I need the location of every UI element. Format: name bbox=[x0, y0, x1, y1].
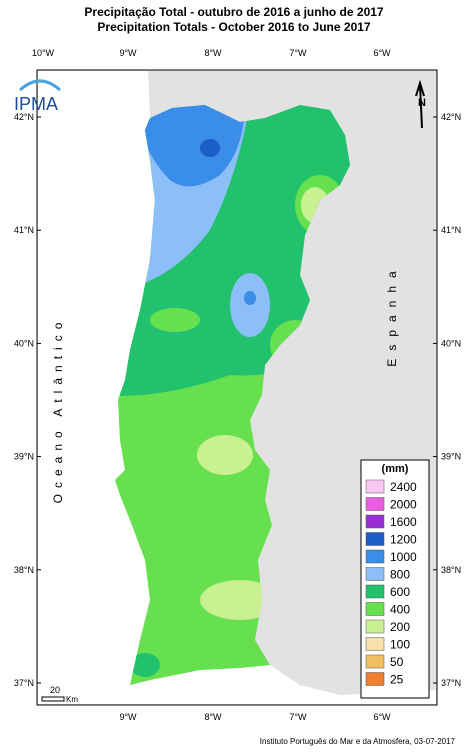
legend-swatch bbox=[365, 584, 385, 599]
lon-label: 7°W bbox=[289, 48, 307, 58]
lon-label: 9°W bbox=[119, 712, 137, 722]
legend-swatch bbox=[365, 497, 385, 511]
longitude-labels: 10°W 9°W 8°W 7°W 6°W 9°W 8°W 7°W 6°W bbox=[32, 48, 391, 722]
lat-label: 37°N bbox=[441, 678, 461, 688]
lon-label: 6°W bbox=[373, 48, 391, 58]
legend-swatch bbox=[365, 602, 385, 616]
north-arrow: N bbox=[418, 97, 426, 109]
legend-swatch bbox=[365, 549, 385, 564]
lon-label: 9°W bbox=[119, 48, 137, 58]
lat-label: 41°N bbox=[441, 225, 461, 235]
legend-label: 100 bbox=[390, 638, 410, 652]
lat-label: 39°N bbox=[14, 452, 34, 462]
legend-label: 200 bbox=[390, 620, 410, 634]
scale-value: 20 bbox=[50, 685, 60, 695]
ocean-label: Oceano Atlântico bbox=[51, 317, 65, 504]
lat-label: 42°N bbox=[441, 112, 461, 122]
legend-label: 1200 bbox=[390, 533, 417, 547]
lat-label: 38°N bbox=[14, 565, 34, 575]
latitude-labels: 42°N 42°N 41°N 41°N 40°N 40°N 39°N 39°N 38°N 38°N… bbox=[14, 112, 461, 688]
legend-label: 1000 bbox=[390, 550, 417, 564]
lat-label: 38°N bbox=[441, 565, 461, 575]
legend-swatch bbox=[365, 619, 385, 634]
title: Precipitação Total - outubro de 2016 a j… bbox=[84, 5, 384, 19]
legend-label: 2000 bbox=[390, 498, 417, 512]
lat-label: 40°N bbox=[14, 338, 34, 348]
legend-label: 2400 bbox=[390, 480, 417, 494]
country-label: Espanha bbox=[385, 263, 399, 366]
legend-label: 25 bbox=[390, 673, 404, 687]
lon-label: 8°W bbox=[204, 712, 222, 722]
legend-swatch bbox=[365, 654, 385, 669]
lat-label: 41°N bbox=[14, 225, 34, 235]
legend-swatch bbox=[365, 514, 385, 529]
legend-unit: (mm) bbox=[382, 463, 409, 475]
lon-label: 7°W bbox=[289, 712, 307, 722]
lat-label: 39°N bbox=[441, 452, 461, 462]
subtitle: Precipitation Totals - October 2016 to J… bbox=[97, 20, 371, 34]
legend-label: 1600 bbox=[390, 515, 417, 529]
lon-label: 8°W bbox=[204, 48, 222, 58]
lat-label: 42°N bbox=[14, 112, 34, 122]
legend-swatch bbox=[365, 479, 385, 494]
legend-swatch bbox=[365, 672, 385, 686]
legend-items: 2400 2000 1600 1200 1000 800 600 400 200 100 50 25 bbox=[365, 479, 417, 687]
lat-label: 37°N bbox=[14, 678, 34, 688]
legend-label: 50 bbox=[390, 655, 404, 669]
lat-label: 40°N bbox=[441, 338, 461, 348]
lon-label: 6°W bbox=[373, 712, 391, 722]
ocean bbox=[38, 71, 436, 704]
scale-bar bbox=[41, 696, 65, 702]
legend-swatch bbox=[365, 637, 385, 651]
logo: IPMA bbox=[14, 94, 58, 114]
legend-swatch bbox=[365, 567, 385, 581]
legend-label: 800 bbox=[390, 568, 410, 582]
legend-label: 600 bbox=[390, 585, 410, 599]
legend-swatch bbox=[365, 532, 385, 546]
lon-label: 10°W bbox=[32, 48, 55, 58]
scale-unit: Km bbox=[66, 695, 78, 704]
credit: Instituto Português do Mar e da Atmosfer… bbox=[260, 737, 456, 746]
legend-label: 400 bbox=[390, 603, 410, 617]
